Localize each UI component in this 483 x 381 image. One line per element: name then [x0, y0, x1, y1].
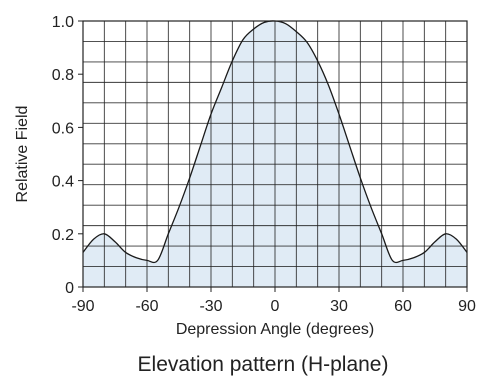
x-axis-title: Depression Angle (degrees)	[176, 321, 374, 338]
x-tick-label: 60	[394, 298, 412, 315]
x-tick-label: -60	[135, 298, 158, 315]
y-tick-label: 1.0	[52, 14, 74, 31]
grid-overlay	[83, 21, 467, 287]
x-tick-label: -90	[71, 298, 94, 315]
y-tick-label: 0.4	[52, 174, 74, 191]
x-tick-label: 90	[458, 298, 476, 315]
y-tick-label: 0	[65, 280, 74, 297]
y-axis-title: Relative Field	[14, 106, 31, 203]
x-tick-label: -30	[199, 298, 222, 315]
x-axis-ticks: -90 -60 -30 0 30 60 90	[71, 287, 476, 315]
y-axis-ticks: 0 0.2 0.4 0.6 0.8 1.0	[52, 14, 83, 297]
y-tick-label: 0.6	[52, 120, 74, 137]
y-tick-label: 0.2	[52, 227, 74, 244]
y-tick-label: 0.8	[52, 67, 74, 84]
x-tick-label: 0	[271, 298, 280, 315]
chart-caption: Elevation pattern (H-plane)	[138, 353, 389, 376]
x-tick-label: 30	[330, 298, 348, 315]
